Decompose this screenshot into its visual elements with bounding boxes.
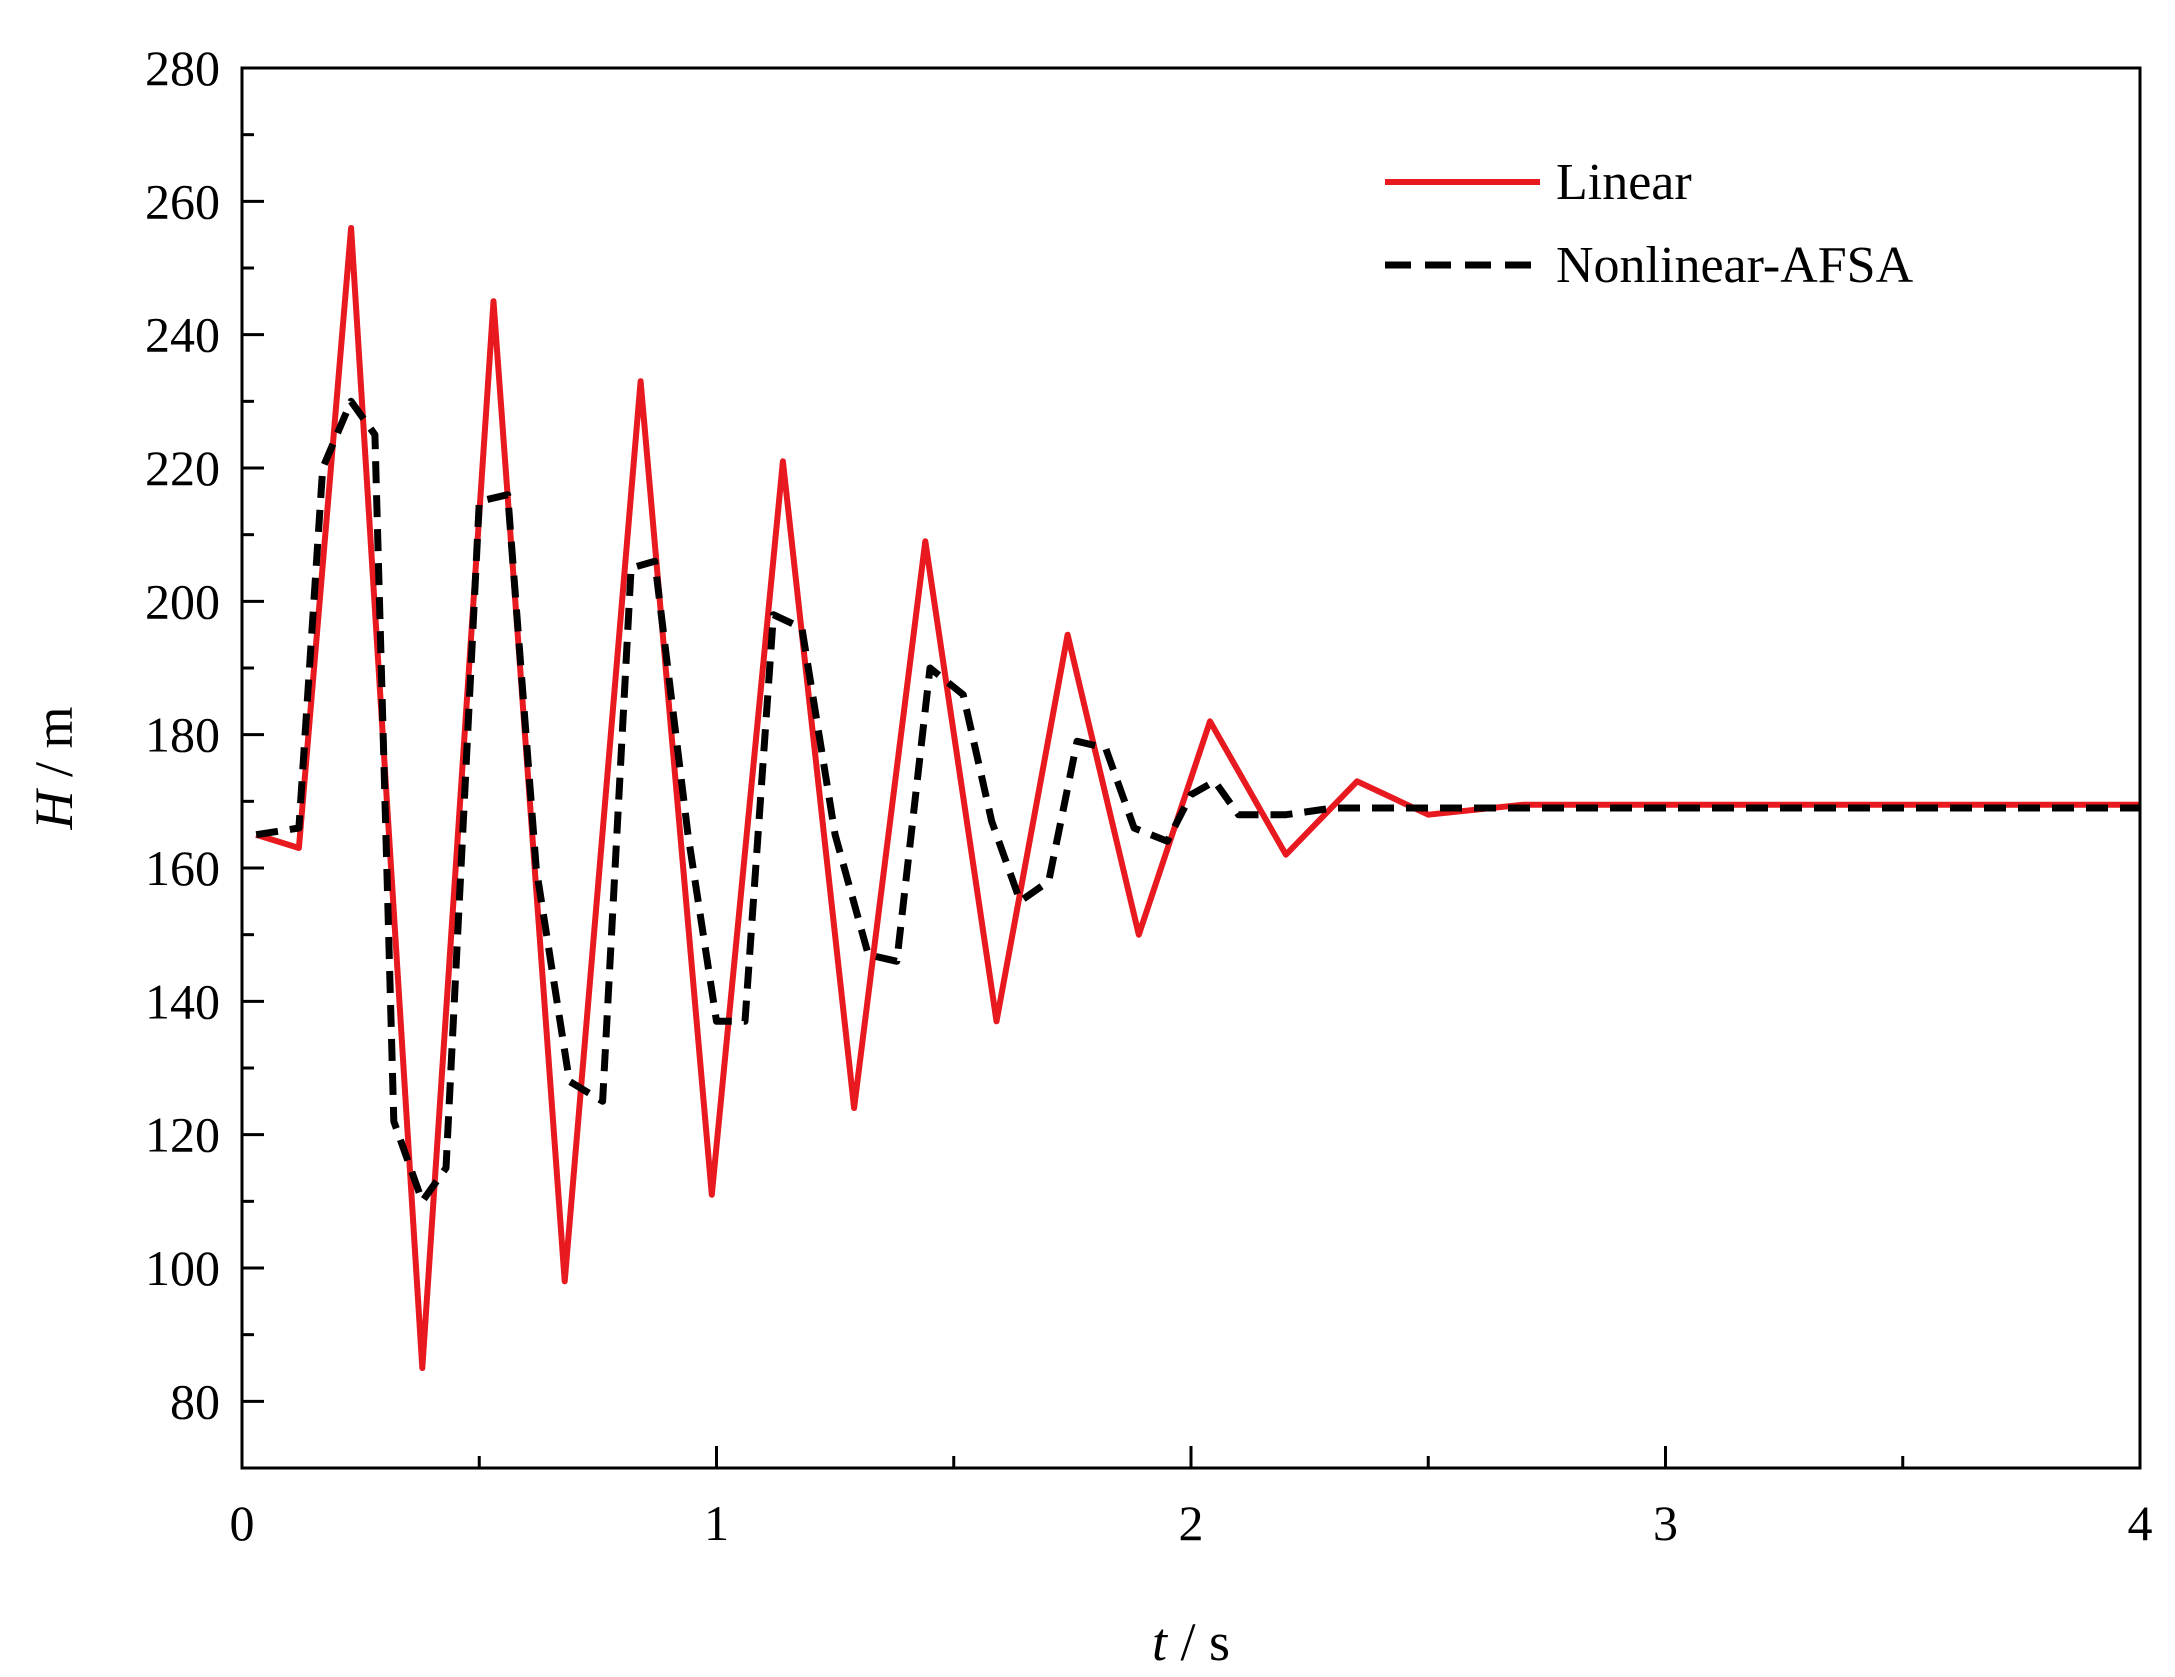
y-tick-label: 280 — [145, 40, 220, 96]
x-axis-label-var: t — [1152, 1612, 1169, 1672]
y-axis-label-var: H — [24, 788, 84, 831]
ticks-layer — [240, 66, 2142, 1470]
y-tick-label: 240 — [145, 307, 220, 363]
x-tick-label: 2 — [1179, 1495, 1204, 1551]
y-tick-label: 140 — [145, 973, 220, 1029]
y-tick-label: 80 — [170, 1373, 220, 1429]
x-tick-label: 3 — [1653, 1495, 1678, 1551]
x-axis-label: t / s — [1152, 1612, 1230, 1672]
legend-label-nonlinear-afsa: Nonlinear-AFSA — [1556, 237, 1914, 294]
y-tick-label: 200 — [145, 573, 220, 629]
y-tick-label: 100 — [145, 1240, 220, 1296]
y-axis-label-unit: m — [24, 706, 84, 748]
y-tick-label: 120 — [145, 1107, 220, 1163]
y-tick-label: 180 — [145, 707, 220, 763]
legend: Linear Nonlinear-AFSA — [1385, 154, 1914, 294]
x-tick-label: 1 — [704, 1495, 729, 1551]
y-axis-label: H / m — [24, 706, 84, 830]
series-layer — [255, 225, 2140, 1371]
y-tick-label: 260 — [145, 173, 220, 229]
y-tick-label: 160 — [145, 840, 220, 896]
series-line-nonlinear-afsa — [255, 397, 2140, 1205]
x-axis-label-sep: / — [1180, 1612, 1209, 1672]
series-line-linear — [255, 225, 2140, 1371]
legend-label-linear: Linear — [1556, 154, 1692, 211]
tick-labels-layer: 0 1 2 3 4 80 100 120 140 160 180 200 220 240 260 280 — [145, 40, 2153, 1551]
y-axis-label-sep: / — [24, 749, 84, 778]
x-tick-label: 0 — [230, 1495, 255, 1551]
y-tick-label: 220 — [145, 440, 220, 496]
x-tick-label: 4 — [2128, 1495, 2153, 1551]
x-axis-label-unit: s — [1209, 1612, 1230, 1672]
